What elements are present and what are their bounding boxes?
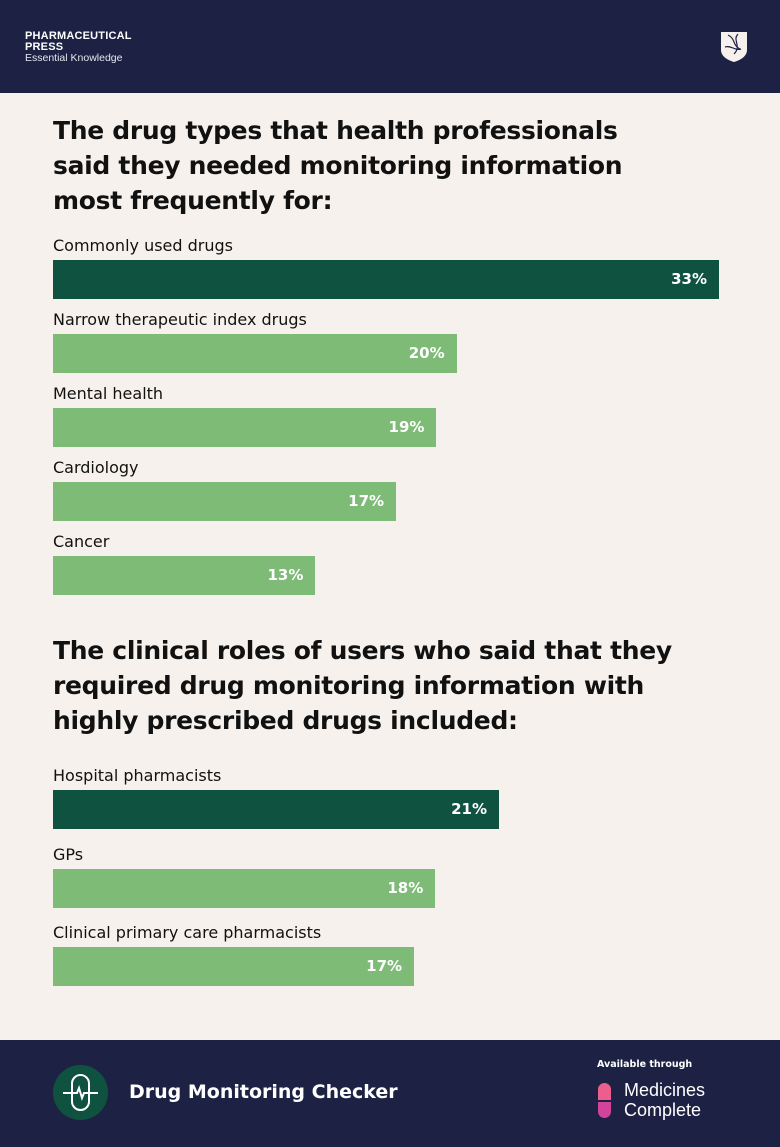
data-label: 17% xyxy=(348,492,385,510)
brand-name-line1: PHARMACEUTICAL xyxy=(25,30,132,42)
bar: 17% xyxy=(53,482,397,521)
data-label: 17% xyxy=(366,957,403,975)
capsule-icon xyxy=(598,1083,611,1118)
bar: 21% xyxy=(53,790,499,829)
bar: 13% xyxy=(53,556,316,595)
data-label: 21% xyxy=(451,800,487,818)
partner-line1: Medicines xyxy=(624,1080,706,1100)
data-label: 20% xyxy=(408,344,445,362)
shield-icon xyxy=(721,32,747,62)
data-label: 18% xyxy=(387,878,424,897)
bar: 20% xyxy=(53,334,457,373)
brand-logo[interactable]: PHARMACEUTICAL PRESS Essential Knowledge xyxy=(25,31,132,64)
category-label: Cardiology xyxy=(53,458,139,477)
data-label: 13% xyxy=(267,566,304,584)
category-label: Cancer xyxy=(53,532,110,551)
chart-title: The drug types that health professionals… xyxy=(53,116,623,215)
bar: 33% xyxy=(53,260,719,299)
category-label: Hospital pharmacists xyxy=(53,766,222,785)
category-label: Mental health xyxy=(53,384,164,403)
footer: Drug Monitoring Checker Available throug… xyxy=(0,1040,780,1147)
category-label: Clinical primary care pharmacists xyxy=(53,923,322,942)
bar: 18% xyxy=(53,868,436,908)
header: PHARMACEUTICAL PRESS Essential Knowledge xyxy=(0,0,780,93)
bar: 19% xyxy=(53,408,437,447)
partner-line2: Complete xyxy=(624,1100,702,1120)
data-label: 19% xyxy=(388,418,425,436)
medicines-complete-logo[interactable]: Medicines Complete xyxy=(624,1080,705,1120)
data-label: 33% xyxy=(671,270,707,288)
category-label: Narrow therapeutic index drugs xyxy=(53,310,307,329)
category-label: GPs xyxy=(53,844,84,864)
category-label: Commonly used drugs xyxy=(53,236,233,255)
brand-name-line2: PRESS xyxy=(25,41,64,53)
available-through-label: Available through xyxy=(597,1059,693,1070)
chart-title: The clinical roles of users who said tha… xyxy=(53,636,672,735)
product-name: Drug Monitoring Checker xyxy=(129,1081,398,1103)
brand-tagline: Essential Knowledge xyxy=(25,52,123,64)
heartbeat-capsule-icon xyxy=(53,1065,108,1120)
bar: 17% xyxy=(53,947,415,986)
